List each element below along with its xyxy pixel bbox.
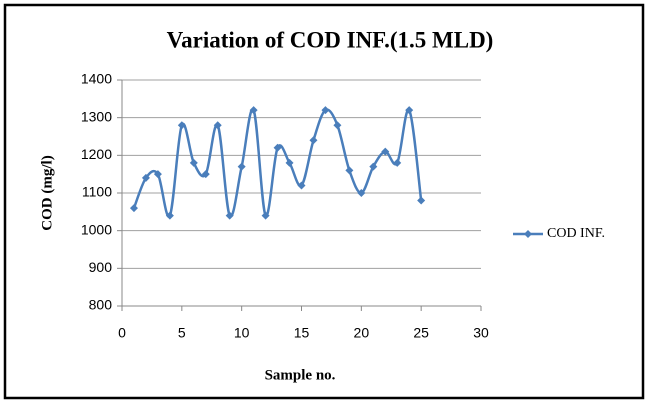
point-marker <box>369 162 378 171</box>
x-tick-label: 10 <box>234 325 250 341</box>
point-marker <box>393 158 402 167</box>
y-tick-label: 1400 <box>81 71 112 87</box>
point-marker <box>165 211 174 220</box>
point-marker <box>321 106 330 115</box>
point-marker <box>357 189 366 197</box>
point-marker <box>417 196 426 205</box>
y-axis-label: COD (mg/l) <box>39 155 55 230</box>
point-marker <box>237 162 246 171</box>
point-marker <box>297 181 306 190</box>
x-tick-label: 5 <box>178 325 186 341</box>
y-tick-label: 1200 <box>81 146 112 162</box>
point-marker <box>273 143 282 152</box>
legend-label: COD INF. <box>547 226 605 241</box>
x-axis-label: Sample no. <box>265 367 336 383</box>
y-tick-label: 1300 <box>81 108 112 124</box>
x-tick-label: 0 <box>118 325 126 341</box>
point-marker <box>189 158 198 167</box>
point-marker <box>129 204 138 213</box>
x-tick-label: 30 <box>473 325 489 341</box>
point-marker <box>261 211 270 220</box>
x-tick-label: 15 <box>294 325 310 341</box>
y-tick-label: 1000 <box>81 221 112 237</box>
point-marker <box>333 121 342 130</box>
y-tick-label: 900 <box>89 259 113 275</box>
point-marker <box>345 166 354 175</box>
frame <box>3 3 645 400</box>
point-marker <box>405 106 414 115</box>
x-tick-label: 25 <box>413 325 429 341</box>
x-tick-label: 20 <box>354 325 370 341</box>
point-marker <box>249 106 258 115</box>
point-marker <box>285 158 294 167</box>
point-marker <box>309 136 318 145</box>
point-marker <box>381 147 390 156</box>
point-marker <box>213 121 222 130</box>
point-marker <box>153 170 162 179</box>
point-marker <box>201 170 210 179</box>
y-tick-label: 1100 <box>82 184 112 200</box>
legend-marker <box>524 230 532 238</box>
point-marker <box>177 121 186 130</box>
chart-title: Variation of COD INF.(1.5 MLD) <box>167 27 494 52</box>
point-marker <box>225 211 234 220</box>
point-marker <box>141 173 150 182</box>
y-tick-label: 800 <box>89 297 113 313</box>
